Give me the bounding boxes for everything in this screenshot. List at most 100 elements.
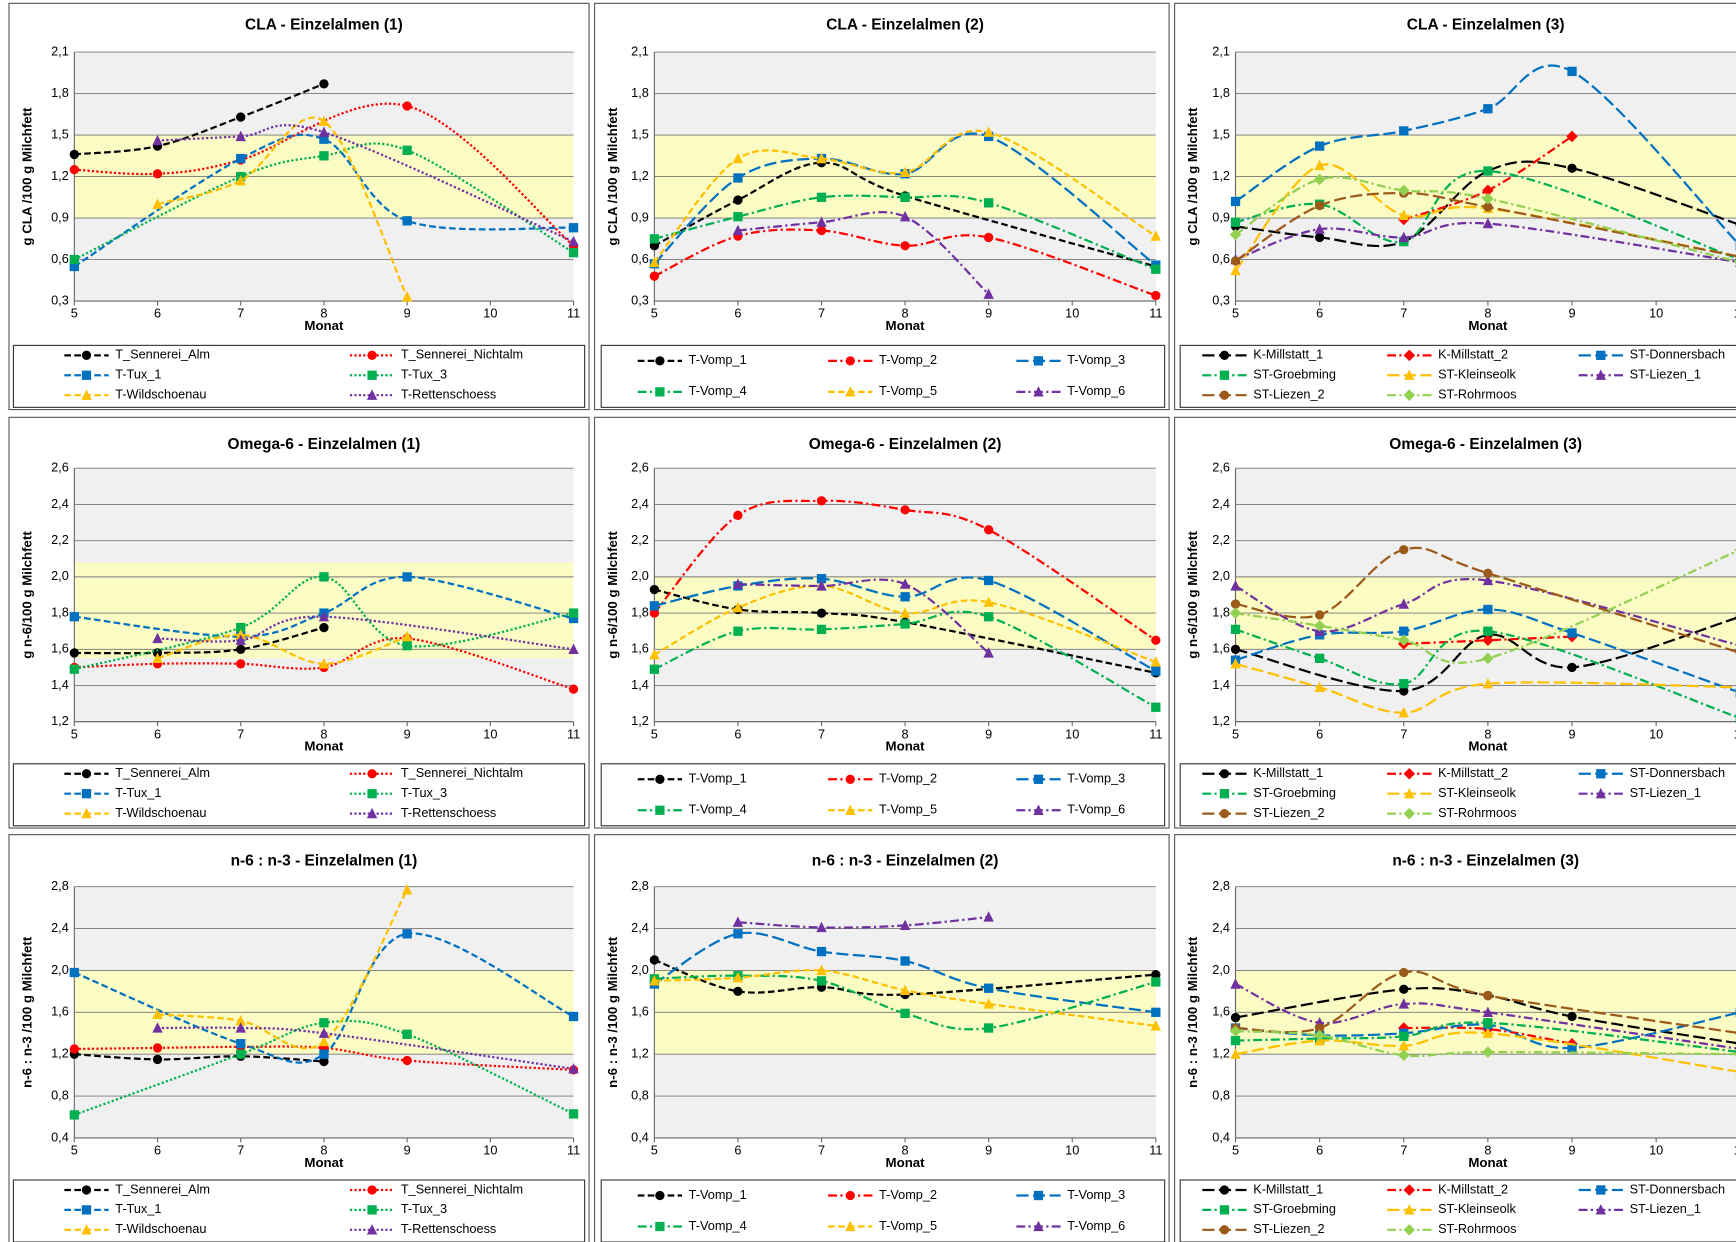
legend-label: T_Sennerei_Alm bbox=[115, 1181, 210, 1196]
series-line bbox=[157, 633, 408, 665]
legend-marker bbox=[81, 789, 92, 799]
data-point bbox=[984, 198, 994, 208]
chart-title: Omega-6 - Einzelalmen (2) bbox=[809, 436, 1002, 453]
x-axis-title: Monat bbox=[304, 318, 344, 333]
x-tick-label: 8 bbox=[1484, 306, 1491, 321]
data-point bbox=[1313, 173, 1326, 186]
y-axis-title: g n-6/100 g Milchfett bbox=[605, 531, 620, 659]
chart-title: Omega-6 - Einzelalmen (1) bbox=[228, 436, 421, 453]
data-point bbox=[318, 1027, 330, 1038]
legend-label: T-Rettenschoess bbox=[401, 805, 496, 820]
data-point bbox=[319, 79, 329, 89]
data-point bbox=[984, 1023, 994, 1033]
y-tick-label: 0,6 bbox=[631, 251, 649, 266]
legend-label: T-Rettenschoess bbox=[401, 1221, 496, 1236]
y-tick-label: 1,4 bbox=[51, 677, 69, 692]
data-point bbox=[1399, 545, 1409, 555]
x-tick-label: 11 bbox=[567, 726, 580, 741]
series-line bbox=[1234, 192, 1736, 262]
y-tick-label: 1,4 bbox=[1212, 677, 1230, 692]
y-tick-label: 0,9 bbox=[51, 209, 69, 224]
y-tick-label: 1,2 bbox=[51, 1046, 69, 1061]
legend-marker bbox=[366, 1224, 378, 1235]
legend-label: ST-Kleinseolk bbox=[1438, 367, 1516, 382]
legend-label: T-Vomp_3 bbox=[1067, 1187, 1125, 1202]
legend-label: ST-Kleinseolk bbox=[1438, 785, 1516, 800]
data-point bbox=[732, 152, 744, 164]
legend-marker bbox=[81, 1185, 92, 1195]
x-axis-title: Monat bbox=[886, 1155, 926, 1170]
y-tick-label: 1,2 bbox=[631, 713, 649, 728]
data-point bbox=[152, 1054, 163, 1065]
data-point bbox=[1483, 568, 1493, 578]
legend-label: T-Vomp_2 bbox=[879, 771, 937, 786]
y-tick-label: 2,4 bbox=[51, 496, 69, 511]
y-tick-label: 2,4 bbox=[1212, 496, 1230, 511]
y-tick-label: 1,2 bbox=[51, 713, 69, 728]
data-point bbox=[236, 1049, 246, 1059]
x-tick-label: 6 bbox=[734, 306, 741, 321]
x-tick-label: 5 bbox=[651, 1143, 658, 1158]
y-axis-title: g CLA /100 g Milchfett bbox=[1185, 107, 1200, 246]
data-point bbox=[1399, 679, 1409, 689]
data-point bbox=[568, 223, 579, 233]
legend-label: T_Sennerei_Nichtalm bbox=[401, 765, 523, 780]
series-line bbox=[74, 626, 325, 655]
y-tick-label: 1,8 bbox=[51, 604, 69, 619]
legend-marker bbox=[1403, 807, 1416, 820]
data-point bbox=[318, 115, 330, 126]
data-point bbox=[235, 634, 246, 645]
legend-label: T-Vomp_5 bbox=[879, 802, 937, 817]
data-point bbox=[1230, 644, 1241, 654]
data-point bbox=[816, 574, 827, 584]
chart-title: Omega-6 - Einzelalmen (3) bbox=[1389, 436, 1582, 453]
y-axis-title: n-6 : n-3 /100 g Milchfett bbox=[19, 936, 34, 1088]
y-tick-label: 2,6 bbox=[631, 460, 649, 475]
legend-label: T-Vomp_5 bbox=[879, 1218, 937, 1233]
legend-box bbox=[12, 763, 586, 827]
data-point bbox=[69, 261, 79, 272]
data-point bbox=[318, 1035, 330, 1047]
data-point bbox=[319, 622, 329, 633]
data-point bbox=[983, 647, 994, 658]
data-point bbox=[816, 624, 827, 635]
series-line bbox=[653, 129, 1157, 264]
data-point bbox=[732, 916, 744, 927]
y-axis-title: g CLA /100 g Milchfett bbox=[605, 107, 620, 246]
legend-box bbox=[1179, 763, 1736, 827]
legend-label: T-Vomp_3 bbox=[1067, 352, 1125, 367]
data-point bbox=[236, 659, 246, 669]
data-point bbox=[816, 216, 827, 227]
legend-marker bbox=[1596, 1185, 1606, 1195]
data-point bbox=[899, 919, 911, 931]
data-point bbox=[649, 648, 660, 660]
legend-label: ST-Donnersbach bbox=[1630, 765, 1725, 780]
x-tick-label: 10 bbox=[1065, 726, 1079, 741]
legend-marker bbox=[1033, 804, 1044, 815]
legend-label: T_Sennerei_Nichtalm bbox=[401, 1181, 523, 1196]
legend-label: K-Millstatt_1 bbox=[1253, 347, 1323, 362]
x-tick-label: 10 bbox=[1649, 306, 1663, 321]
data-point bbox=[1398, 998, 1409, 1009]
x-tick-label: 11 bbox=[1149, 726, 1162, 741]
legend-label: T-Vomp_2 bbox=[879, 352, 937, 367]
data-point bbox=[1567, 662, 1577, 673]
legend-marker bbox=[655, 387, 665, 397]
legend-marker bbox=[1596, 350, 1606, 360]
data-point bbox=[69, 664, 79, 674]
data-point bbox=[401, 884, 413, 895]
data-point bbox=[69, 967, 79, 978]
y-axis-title: g n-6/100 g Milchfett bbox=[19, 531, 34, 659]
data-point bbox=[816, 976, 827, 986]
data-point bbox=[235, 629, 246, 640]
y-tick-label: 1,8 bbox=[631, 85, 649, 100]
data-point bbox=[1229, 1025, 1242, 1037]
y-tick-label: 1,6 bbox=[51, 641, 69, 656]
legend-label: T-Tux_1 bbox=[115, 785, 161, 800]
series-line bbox=[1235, 221, 1736, 263]
data-point bbox=[1230, 599, 1241, 609]
data-point bbox=[900, 241, 910, 251]
data-point bbox=[899, 984, 911, 995]
data-point bbox=[69, 164, 79, 175]
y-tick-label: 1,6 bbox=[1212, 641, 1230, 656]
